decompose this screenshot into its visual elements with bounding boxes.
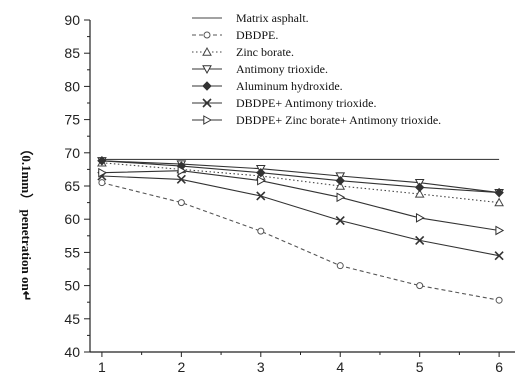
data-point-6-4 <box>415 213 425 223</box>
y-tick-label: 60 <box>64 211 80 227</box>
data-point-6-1 <box>177 165 187 176</box>
series-line-5 <box>101 175 500 257</box>
legend-entry-2: Zinc borate. <box>192 45 294 59</box>
y-axis-label: （0.1mm） penetration on↵ <box>19 142 34 301</box>
legend-entry-4: Aluminum hydroxide. <box>192 79 343 93</box>
legend-marker <box>203 115 213 125</box>
series-lines <box>101 158 500 301</box>
y-tick-label: 55 <box>64 244 80 260</box>
data-point-2-4 <box>414 188 425 198</box>
y-tick-label: 85 <box>64 45 80 61</box>
legend-marker <box>203 31 211 39</box>
x-tick-label: 1 <box>98 359 106 373</box>
legend-marker <box>202 81 212 91</box>
y-tick-label: 80 <box>64 78 80 94</box>
data-point-2-5 <box>494 197 504 207</box>
legend-label: Zinc borate. <box>236 45 294 59</box>
legend-label: Aluminum hydroxide. <box>236 79 343 93</box>
y-tick-label: 45 <box>64 311 80 327</box>
legend-entry-5: DBDPE+ Antimony trioxide. <box>192 96 376 110</box>
data-point-1-1 <box>177 199 185 207</box>
x-tick-label: 2 <box>177 359 185 373</box>
legend-entry-0: Matrix asphalt. <box>192 11 309 25</box>
legend-entry-1: DBDPE. <box>192 28 278 42</box>
y-tick-label: 65 <box>64 178 80 194</box>
data-point-6-3 <box>336 192 346 203</box>
data-point-4-4 <box>414 182 425 193</box>
data-point-5-3 <box>335 215 345 226</box>
legend-label: DBDPE+ Antimony trioxide. <box>236 96 376 110</box>
data-point-4-2 <box>256 168 266 178</box>
data-point-6-2 <box>257 175 266 186</box>
data-point-6-0 <box>98 167 107 178</box>
data-point-5-4 <box>415 235 425 246</box>
legend-label: Antimony trioxide. <box>236 62 328 76</box>
data-point-1-0 <box>98 179 106 187</box>
legend: Matrix asphalt. DBDPE. Zinc borate. Antimon… <box>192 11 441 127</box>
y-tick-label: 40 <box>64 344 80 360</box>
data-point-1-5 <box>495 296 503 304</box>
data-point-6-5 <box>495 225 505 236</box>
y-tick-label: 70 <box>64 145 80 161</box>
series-markers <box>97 156 505 304</box>
data-point-1-4 <box>416 282 424 290</box>
series-line-4 <box>101 160 500 194</box>
legend-label: DBDPE+ Zinc borate+ Antimony trioxide. <box>236 113 441 127</box>
data-point-4-0 <box>97 156 107 166</box>
data-point-5-1 <box>176 174 186 184</box>
legend-entry-3: Antimony trioxide. <box>192 62 328 76</box>
data-point-5-2 <box>256 191 266 201</box>
legend-marker <box>202 46 212 56</box>
x-tick-label: 5 <box>416 359 424 373</box>
legend-marker <box>202 65 212 75</box>
x-tick-label: 3 <box>257 359 265 373</box>
series-line-1 <box>101 182 500 301</box>
data-point-5-5 <box>494 251 504 261</box>
legend-marker <box>202 98 212 108</box>
series-line-2 <box>101 162 500 204</box>
y-tick-label: 50 <box>64 278 80 294</box>
legend-label: Matrix asphalt. <box>236 11 309 25</box>
y-tick-label: 75 <box>64 112 80 128</box>
series-line-3 <box>101 160 500 194</box>
data-point-4-3 <box>335 175 345 186</box>
legend-label: DBDPE. <box>236 28 278 42</box>
legend-entry-6: DBDPE+ Zinc borate+ Antimony trioxide. <box>192 113 441 127</box>
data-point-2-3 <box>335 180 346 190</box>
x-tick-label: 6 <box>495 359 503 373</box>
data-point-1-2 <box>257 227 265 235</box>
series-line-6 <box>101 170 500 232</box>
data-point-4-5 <box>494 187 504 198</box>
y-tick-label: 90 <box>64 12 80 28</box>
x-tick-label: 4 <box>336 359 344 373</box>
data-point-1-3 <box>336 262 344 270</box>
